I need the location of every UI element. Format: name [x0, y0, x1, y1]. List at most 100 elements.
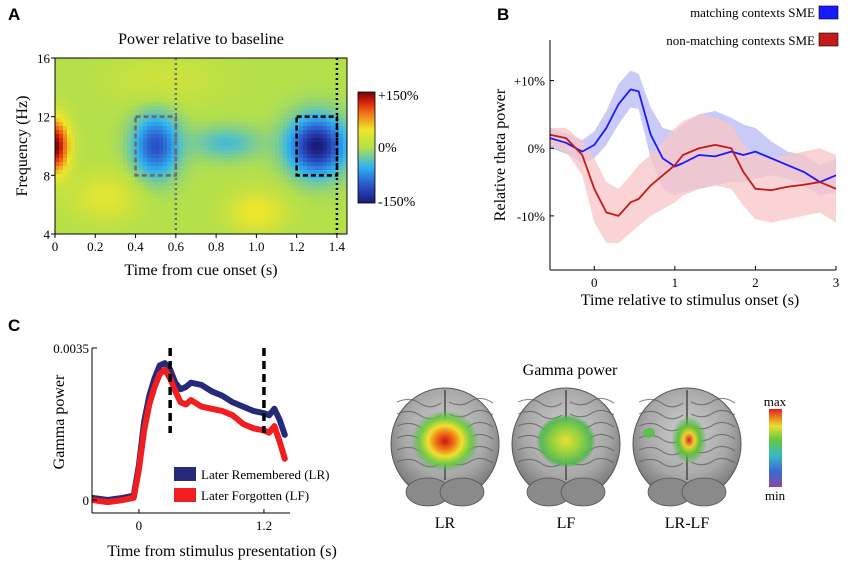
heatmap-cell: [111, 118, 116, 123]
heatmap-cell: [67, 170, 72, 175]
heatmap-cell: [311, 58, 316, 63]
heatmap-cell: [247, 206, 252, 211]
heatmap-cell: [219, 150, 224, 155]
heatmap-cell: [303, 138, 308, 143]
heatmap-cell: [267, 102, 272, 107]
heatmap-cell: [247, 218, 252, 223]
heatmap-cell: [191, 110, 196, 115]
heatmap-cell: [115, 78, 120, 83]
heatmap-cell: [263, 226, 268, 231]
heatmap-cell: [111, 146, 116, 151]
heatmap-cell: [171, 106, 176, 111]
heatmap-cell: [119, 78, 124, 83]
heatmap-cell: [267, 126, 272, 131]
panel-a-colorbar-min: -150%: [378, 195, 416, 210]
heatmap-cell: [311, 98, 316, 103]
heatmap-cell: [79, 110, 84, 115]
heatmap-cell: [223, 126, 228, 131]
heatmap-cell: [91, 218, 96, 223]
heatmap-cell: [91, 94, 96, 99]
heatmap-cell: [247, 150, 252, 155]
heatmap-cell: [223, 182, 228, 187]
heatmap-cell: [279, 194, 284, 199]
heatmap-cell: [119, 146, 124, 151]
heatmap-cell: [159, 86, 164, 91]
heatmap-cell: [63, 78, 68, 83]
heatmap-cell: [235, 126, 240, 131]
heatmap-cell: [131, 106, 136, 111]
heatmap-cell: [171, 178, 176, 183]
heatmap-cell: [79, 218, 84, 223]
heatmap-cell: [131, 146, 136, 151]
heatmap-cell: [259, 62, 264, 67]
heatmap-cell: [327, 98, 332, 103]
heatmap-cell: [231, 210, 236, 215]
heatmap-cell: [59, 70, 64, 75]
heatmap-cell: [55, 190, 60, 195]
heatmap-cell: [87, 74, 92, 79]
heatmap-cell: [255, 190, 260, 195]
heatmap-cell: [315, 162, 320, 167]
heatmap-cell: [191, 134, 196, 139]
heatmap-cell: [107, 194, 112, 199]
heatmap-cell: [303, 230, 308, 234]
heatmap-cell: [83, 154, 88, 159]
heatmap-cell: [287, 114, 292, 119]
heatmap-cell: [91, 134, 96, 139]
heatmap-cell: [207, 66, 212, 71]
heatmap-cell: [55, 66, 60, 71]
heatmap-cell: [335, 214, 340, 219]
heatmap-cell: [99, 126, 104, 131]
heatmap-cell: [71, 130, 76, 135]
heatmap-cell: [75, 182, 80, 187]
heatmap-cell: [55, 82, 60, 87]
heatmap-cell: [167, 214, 172, 219]
heatmap-cell: [127, 58, 132, 63]
heatmap-cell: [59, 126, 64, 131]
heatmap-cell: [231, 86, 236, 91]
heatmap-cell: [243, 58, 248, 63]
heatmap-cell: [115, 110, 120, 115]
heatmap-cell: [119, 86, 124, 91]
heatmap-cell: [187, 170, 192, 175]
heatmap-cell: [67, 110, 72, 115]
heatmap-cell: [203, 194, 208, 199]
heatmap-cell: [59, 82, 64, 87]
heatmap-cell: [263, 142, 268, 147]
heatmap-cell: [211, 186, 216, 191]
heatmap-cell: [211, 142, 216, 147]
heatmap-cell: [323, 230, 328, 234]
heatmap-cell: [267, 198, 272, 203]
heatmap-cell: [127, 150, 132, 155]
heatmap-cell: [195, 162, 200, 167]
heatmap-cell: [135, 142, 140, 147]
heatmap-cell: [187, 74, 192, 79]
heatmap-cell: [279, 142, 284, 147]
heatmap-cell: [323, 102, 328, 107]
heatmap-cell: [323, 166, 328, 171]
heatmap-cell: [175, 222, 180, 227]
heatmap-cell: [235, 222, 240, 227]
heatmap-cell: [319, 186, 324, 191]
heatmap-cell: [55, 182, 60, 187]
heatmap-cell: [231, 102, 236, 107]
heatmap-cell: [227, 130, 232, 135]
heatmap-cell: [223, 150, 228, 155]
heatmap-cell: [199, 58, 204, 63]
heatmap-cell: [259, 202, 264, 207]
heatmap-cell: [343, 226, 347, 231]
heatmap-cell: [299, 102, 304, 107]
heatmap-cell: [99, 150, 104, 155]
heatmap-cell: [207, 94, 212, 99]
heatmap-cell: [235, 202, 240, 207]
heatmap-cell: [251, 94, 256, 99]
heatmap-cell: [67, 230, 72, 234]
y-tick-label: 0: [83, 493, 90, 508]
heatmap-cell: [63, 102, 68, 107]
heatmap-cell: [195, 86, 200, 91]
heatmap-cell: [91, 222, 96, 227]
heatmap-cell: [235, 178, 240, 183]
heatmap-cell: [315, 94, 320, 99]
heatmap-cell: [179, 122, 184, 127]
heatmap-cell: [283, 58, 288, 63]
